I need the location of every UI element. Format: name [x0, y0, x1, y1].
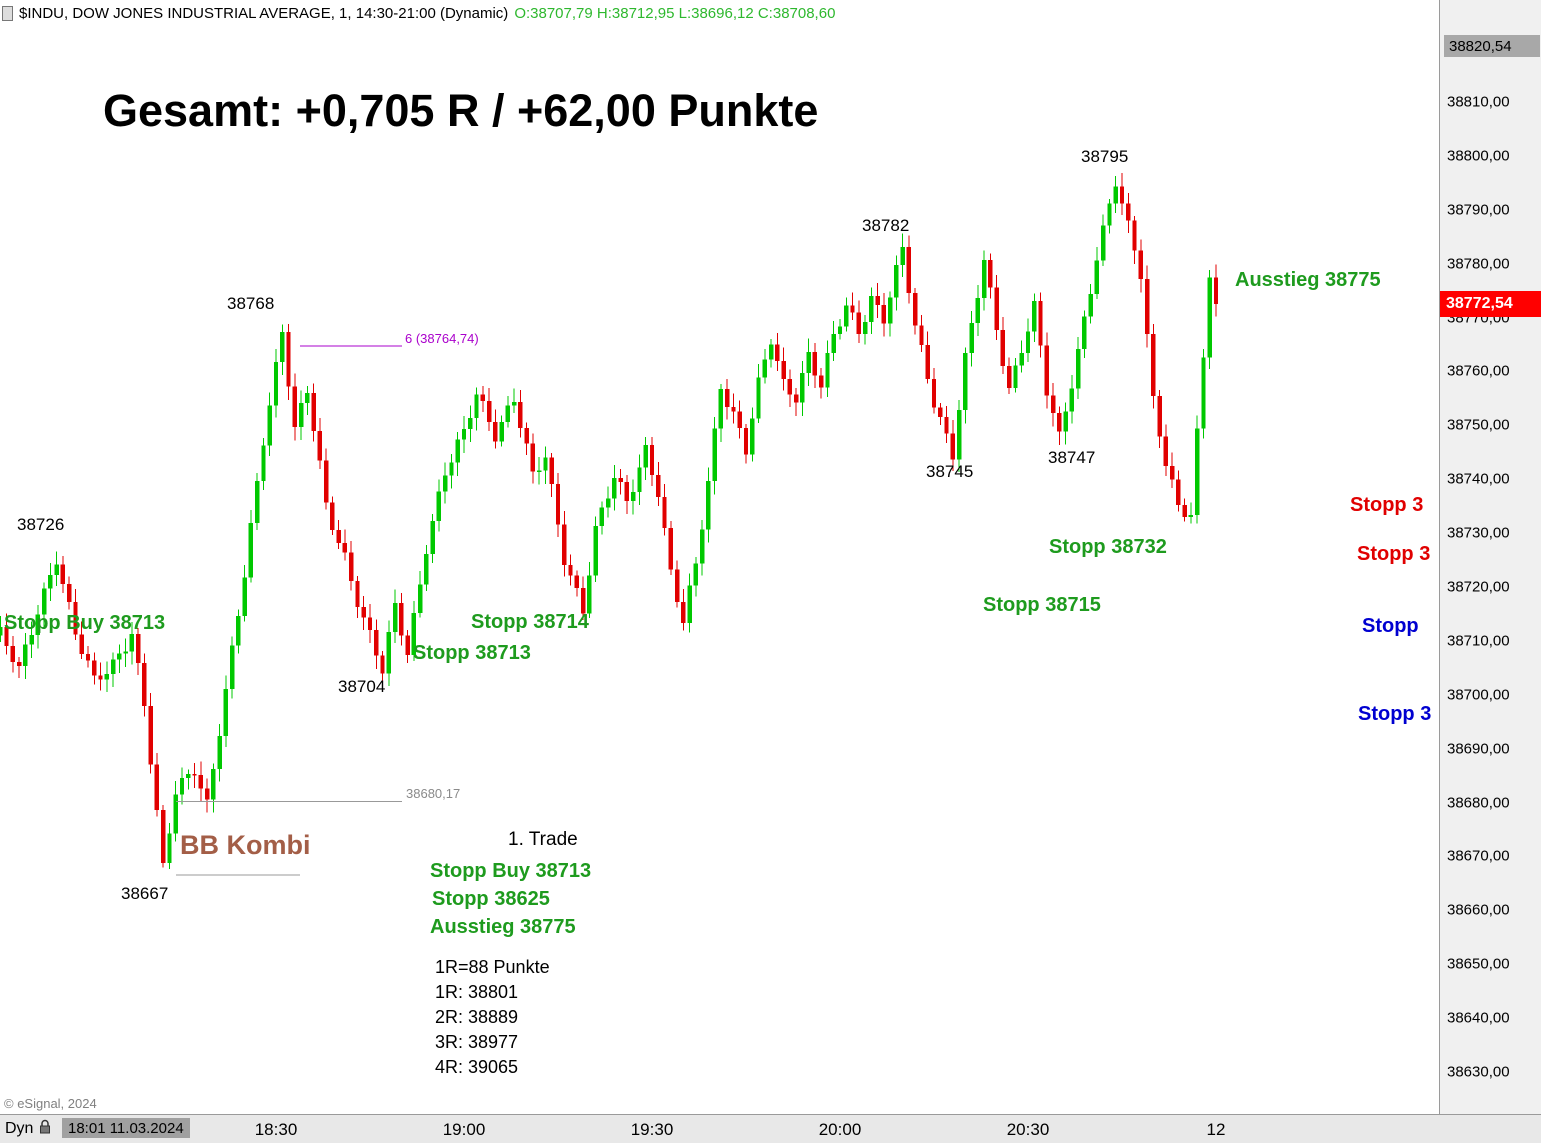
price-axis-label: 38800,00	[1447, 147, 1510, 165]
time-axis[interactable]: Dyn 18:01 11.03.2024 18:30 19:00 19:30 20:0…	[0, 1114, 1541, 1143]
time-axis-label: 20:30	[1006, 1120, 1050, 1139]
price-axis-label: 38790,00	[1447, 201, 1510, 219]
price-axis-label: 38710,00	[1447, 632, 1510, 650]
price-axis-label: 38780,00	[1447, 255, 1510, 273]
price-axis-label: 38690,00	[1447, 740, 1510, 758]
price-axis-label: 38650,00	[1447, 955, 1510, 973]
stopp-38715-annotation: Stopp 38715	[983, 594, 1101, 616]
price-axis-label: 38750,00	[1447, 416, 1510, 434]
stopp-38732-annotation: Stopp 38732	[1049, 536, 1167, 558]
stopp-red-annotation-1: Stopp 3	[1350, 494, 1424, 516]
price-axis-label: 38660,00	[1447, 901, 1510, 919]
trade-ausstieg-annotation: Ausstieg 38775	[430, 916, 576, 938]
window-icon	[2, 5, 13, 21]
esignal-copyright: © eSignal, 2024	[4, 1096, 97, 1111]
total-result-annotation: Gesamt: +0,705 R / +62,00 Punkte	[103, 85, 819, 136]
trade-stopp-buy-annotation: Stopp Buy 38713	[430, 860, 592, 882]
swing-label-38768: 38768	[227, 294, 275, 313]
ohlc-text: O:38707,79 H:38712,95 L:38696,12 C:38708…	[514, 4, 836, 22]
stopp-blue-annotation-2: Stopp 3	[1358, 703, 1432, 725]
swing-label-38795: 38795	[1081, 147, 1129, 166]
timestamp-box: 18:01 11.03.2024	[62, 1118, 190, 1138]
price-axis-label: 38740,00	[1447, 470, 1510, 488]
trade-stopp-annotation: Stopp 38625	[432, 888, 550, 910]
bb-kombi-annotation: BB Kombi	[180, 830, 311, 860]
level-label-38680: 38680,17	[406, 786, 461, 801]
swing-label-38782: 38782	[862, 216, 910, 235]
dyn-mode-label: Dyn	[5, 1120, 34, 1137]
price-axis-label: 38640,00	[1447, 1009, 1510, 1027]
r-multiple-line-3: 3R: 38977	[435, 1032, 519, 1052]
time-axis-label: 18:30	[254, 1120, 298, 1139]
price-axis-label: 38680,00	[1447, 794, 1510, 812]
price-axis[interactable]: 38820,54 38772,54 38810,00 38800,00 38790,…	[1439, 0, 1541, 1143]
r-multiple-line-2: 2R: 38889	[435, 1007, 519, 1027]
fib-level-label: 6 (38764,74)	[405, 331, 479, 346]
time-axis-label: 19:30	[630, 1120, 674, 1139]
stopp-38713-annotation: Stopp 38713	[413, 642, 531, 664]
stopp-blue-annotation-1: Stopp	[1362, 615, 1419, 637]
price-axis-label: 38630,00	[1447, 1063, 1510, 1081]
time-axis-label: 19:00	[442, 1120, 486, 1139]
chart-header-bar: $INDU, DOW JONES INDUSTRIAL AVERAGE, 1, …	[0, 0, 1442, 26]
swing-label-38704: 38704	[338, 677, 386, 696]
lock-icon	[38, 1119, 52, 1140]
swing-label-38745: 38745	[926, 462, 974, 481]
price-axis-label: 38810,00	[1447, 93, 1510, 111]
price-axis-label: 38720,00	[1447, 578, 1510, 596]
price-axis-label: 38670,00	[1447, 847, 1510, 865]
stopp-red-annotation-2: Stopp 3	[1357, 543, 1431, 565]
time-axis-label: 20:00	[818, 1120, 862, 1139]
r-multiple-line-0: 1R=88 Punkte	[435, 957, 550, 977]
price-axis-label: 38760,00	[1447, 362, 1510, 380]
time-axis-label: 12	[1206, 1120, 1226, 1139]
symbol-info-text: $INDU, DOW JONES INDUSTRIAL AVERAGE, 1, …	[19, 4, 509, 22]
session-high-box: 38820,54	[1444, 35, 1540, 57]
stopp-38714-annotation: Stopp 38714	[471, 611, 589, 633]
r-multiple-line-4: 4R: 39065	[435, 1057, 519, 1077]
swing-label-38726: 38726	[17, 515, 65, 534]
swing-label-38667: 38667	[121, 884, 169, 903]
ausstieg-38775-annotation: Ausstieg 38775	[1235, 269, 1381, 291]
price-axis-label: 38730,00	[1447, 524, 1510, 542]
r-multiple-line-1: 1R: 38801	[435, 982, 519, 1002]
last-price-box: 38772,54	[1440, 290, 1541, 317]
trade-1-header: 1. Trade	[508, 829, 578, 850]
stopp-buy-38713-annotation: Stopp Buy 38713	[4, 612, 166, 634]
swing-label-38747: 38747	[1048, 448, 1096, 467]
price-axis-label: 38700,00	[1447, 686, 1510, 704]
